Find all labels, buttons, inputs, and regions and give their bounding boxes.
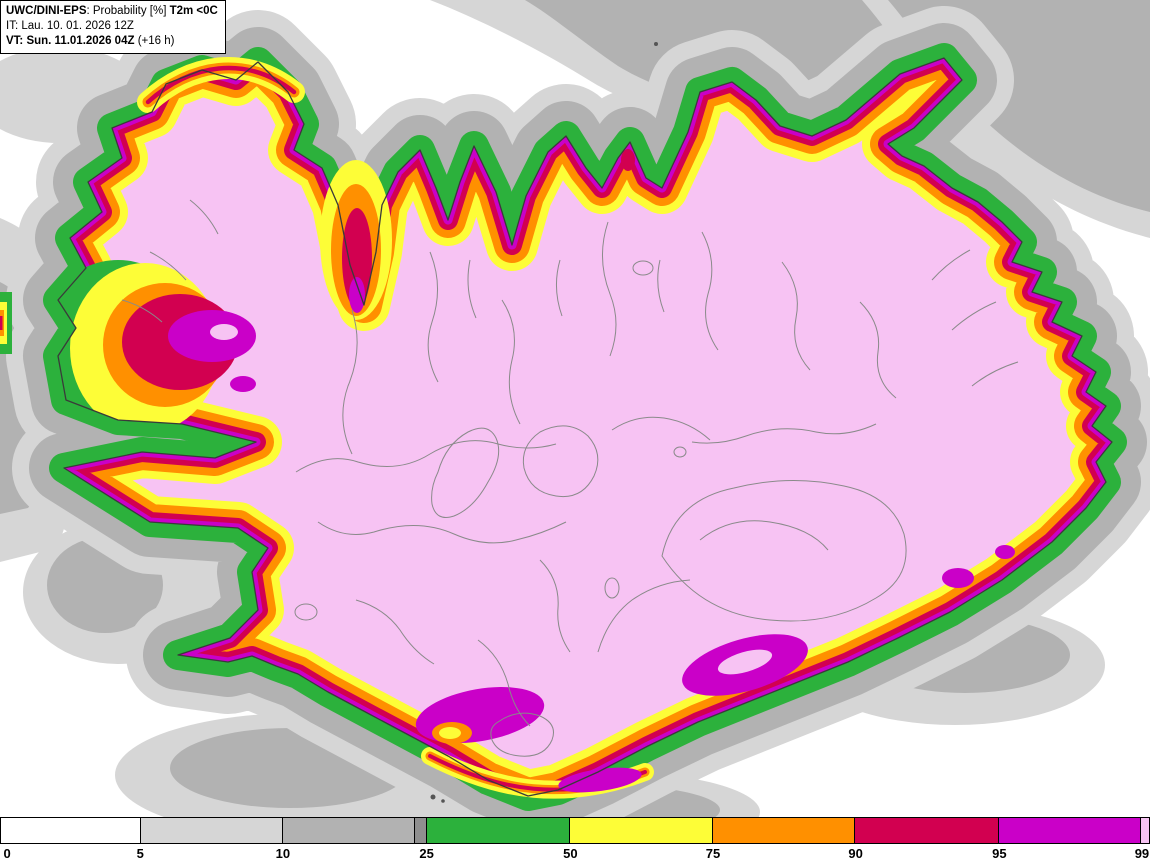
terrain-line [597,579,691,653]
lake-outline [632,260,654,276]
south-offshore-magenta-patch [558,767,642,793]
left-edge-band [0,292,12,354]
northwest-anomaly [58,260,256,450]
lake-outline [294,603,318,621]
legend-segment [426,818,571,843]
lake-outline [673,446,687,458]
bay-magenta [349,277,365,313]
bay-crimson [342,208,372,308]
terrain-line-eastfjords [931,249,1019,387]
terrain-line [701,231,719,351]
legend-tick-label: 90 [848,846,863,861]
legend-segment [570,818,713,843]
east-magenta-spot2 [995,545,1015,559]
glacier-outline-vatnajokull [661,479,907,622]
nw-pink-spot [210,324,238,340]
glacier-outline-myrdalsjokull [490,712,554,757]
islet-north [654,42,658,46]
terrain-line [317,521,567,544]
terrain-line [295,440,557,473]
valid-time: VT: Sun. 11.01.2026 04Z (+16 h) [6,34,218,49]
terrain-line [781,261,811,371]
legend-segment [1140,818,1149,843]
terrain-line-north-valleys [467,259,665,319]
title-box: UWC/DINI-EPS: Probability [%] T2m <0C IT… [0,0,226,54]
model-name: UWC/DINI-EPS [6,5,87,17]
valid-time-main: VT: Sun. 11.01.2026 04Z [6,35,135,47]
north-bay-tongue [320,160,392,320]
nw-magenta-spot [230,376,256,392]
legend-tick-label: 99 [1134,846,1150,861]
parameter-label: : Probability [%] [86,5,170,17]
glacier-outline-hofsjokull [522,425,599,498]
title-line-parameter: UWC/DINI-EPS: Probability [%] T2m <0C [6,4,218,19]
lake-outline [604,577,620,599]
legend-segment [855,818,999,843]
terrain-line [342,309,358,455]
legend-segment [998,818,1141,843]
init-time: IT: Lau. 10. 01. 2026 12Z [6,20,134,32]
valid-time-offset: (+16 h) [134,35,175,47]
legend-tick-label: 50 [563,846,578,861]
legend-bar [0,817,1150,844]
terrain-line [539,559,571,653]
terrain-line-westfjords [121,199,219,323]
probability-map [0,0,1150,817]
terrain-line [691,423,877,444]
south-coast-patches [415,634,808,744]
legend-tick-label: 0 [3,846,11,861]
edge-crimson [0,316,3,330]
legend-segment [415,818,427,843]
terrain-line [611,416,711,441]
terrain-contours [121,199,1019,757]
legend-segment [1,818,142,843]
terrain-line [501,299,521,425]
south-yellow-spot [439,727,461,739]
offshore-islands [430,42,658,803]
terrain-line [477,639,531,727]
legend-tick-label: 10 [275,846,291,861]
islet-vestmannaeyjar [441,799,445,803]
legend-segment [141,818,284,843]
east-magenta-spot1 [942,568,974,588]
legend: 0 5 10 25 50 75 90 95 99 [0,817,1150,863]
variable-label: T2m <0C [169,5,218,17]
islet-vestmannaeyjar [430,794,436,800]
terrain-line [601,221,617,357]
legend-labels: 0 5 10 25 50 75 90 95 99 [0,844,1150,863]
legend-tick-label: 5 [136,846,144,861]
terrain-line [427,251,439,383]
coastal-bands-inner [58,58,1112,796]
terrain-line [859,301,897,399]
glacier-outline-langjokull [431,427,500,518]
legend-tick-label: 25 [419,846,434,861]
legend-segment [283,818,416,843]
glacier-inner-line [699,520,829,551]
terrain-line [355,599,435,665]
legend-tick-label: 95 [992,846,1007,861]
legend-segment [712,818,856,843]
north-crimson-spot [621,149,635,171]
south-pink-core [717,649,773,675]
legend-tick-label: 75 [705,846,721,861]
